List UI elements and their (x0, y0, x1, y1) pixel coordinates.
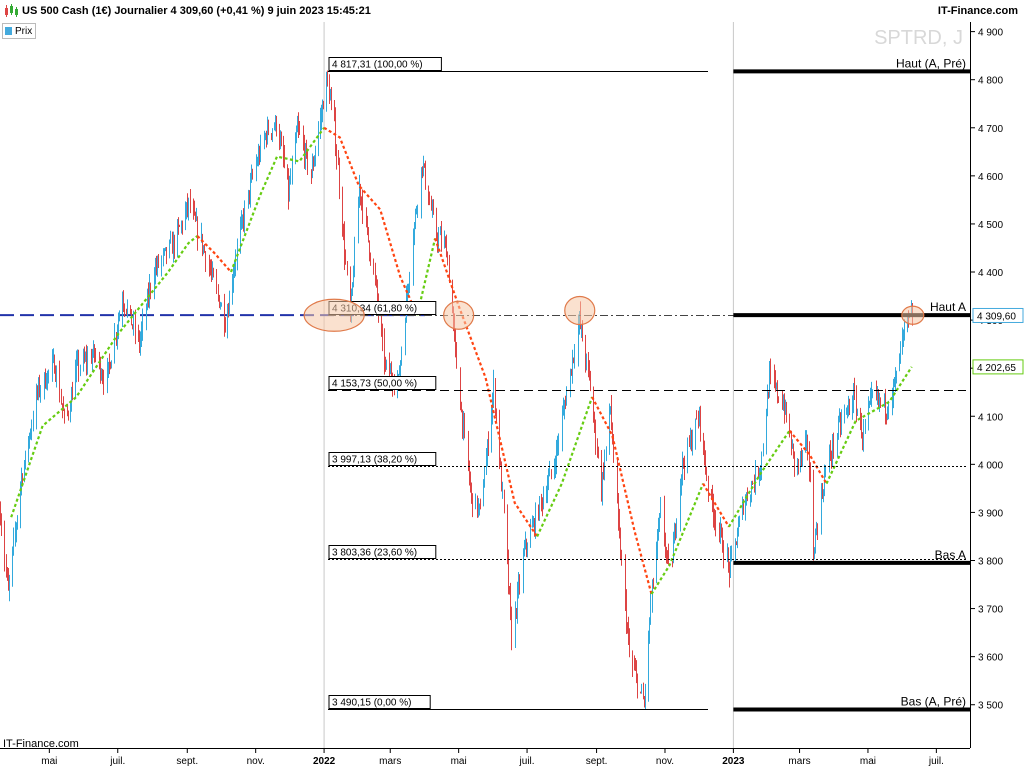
highlight-marker (303, 298, 365, 332)
x-tick-label: juil. (519, 756, 535, 767)
x-tick-label: sept. (586, 756, 608, 767)
x-tick-label: nov. (247, 756, 265, 767)
x-tick-label: 2023 (722, 756, 745, 767)
horizontal-level-label: Bas A (935, 548, 966, 562)
fib-level-label: 4 817,31 (100,00 %) (332, 60, 423, 71)
fib-level-label: 4 310,34 (61,80 %) (332, 304, 417, 315)
fib-level-box (328, 57, 442, 71)
fib-level-label: 3 803,36 (23,60 %) (332, 548, 417, 559)
y-tick-label: 4 500 (978, 220, 1003, 231)
trend-segment (10, 235, 199, 518)
price-legend[interactable]: Prix (2, 23, 37, 39)
horizontal-level-label: Haut A (930, 300, 966, 314)
brand-name[interactable]: IT-Finance.com (937, 5, 1018, 17)
trend-segment (825, 366, 913, 485)
y-tick-label: 4 700 (978, 124, 1003, 135)
x-tick-label: nov. (656, 756, 674, 767)
horizontal-level-label: Haut (A, Pré) (896, 56, 966, 70)
highlights-layer (303, 295, 925, 332)
trend-segment (196, 235, 232, 273)
y-tick-label: 3 900 (978, 508, 1003, 519)
chart-header: US 500 Cash (1€) Journalier 4 309,60 (+0… (0, 0, 1024, 22)
y-tick-label: 4 800 (978, 76, 1003, 87)
trend-segment (650, 483, 705, 595)
y-tick-label: 4 400 (978, 268, 1003, 279)
x-tick-label: juil. (928, 756, 944, 767)
x-tick-label: mars (788, 756, 810, 767)
y-tick-label: 3 800 (978, 556, 1003, 567)
x-tick-label: 2022 (313, 756, 336, 767)
fib-level-label: 3 997,13 (38,20 %) (332, 455, 417, 466)
horizontal-level-label: Bas (A, Pré) (901, 694, 966, 708)
x-tick-label: mars (379, 756, 401, 767)
credit: IT-Finance.com (3, 738, 79, 750)
y-tick-label: 4 100 (978, 412, 1003, 423)
highlight-marker (564, 295, 596, 326)
trend-segment (727, 430, 791, 528)
chart-title: US 500 Cash (1€) Journalier 4 309,60 (+0… (22, 5, 371, 17)
highlight-marker (901, 305, 925, 325)
trend-segment (702, 483, 730, 528)
y-tick-label: 3 500 (978, 701, 1003, 712)
x-tick-label: mai (41, 756, 57, 767)
y-tick-label: 3 600 (978, 653, 1003, 664)
highlight-marker (443, 300, 475, 330)
y-tick-label: 3 700 (978, 605, 1003, 616)
y-tick-label: 4 900 (978, 28, 1003, 39)
watermark: SPTRD, J (874, 27, 963, 49)
x-tick-label: mai (451, 756, 467, 767)
fib-level-label: 3 490,15 (0,00 %) (332, 698, 412, 709)
fibonacci-levels-layer: 4 817,31 (100,00 %) 4 310,34 (61,80 %) 4 1… (328, 57, 966, 710)
trend-segment (536, 396, 594, 537)
price-tag-label: 4 309,60 (977, 311, 1016, 322)
fib-level-label: 4 153,73 (50,00 %) (332, 379, 417, 390)
x-tick-label: mai (860, 756, 876, 767)
legend-label: Prix (15, 25, 33, 37)
x-tick-label: juil. (109, 756, 125, 767)
y-tick-label: 4 600 (978, 172, 1003, 183)
price-tag-box (972, 359, 1024, 375)
candles-layer (0, 70, 913, 710)
candlestick-icon (5, 4, 18, 17)
fib-level-box (328, 376, 437, 390)
price-tag-box (972, 307, 1024, 323)
y-tick-label: 4 000 (978, 460, 1003, 471)
trend-segment (229, 127, 325, 273)
x-tick-label: sept. (176, 756, 198, 767)
legend-swatch (5, 27, 12, 35)
fib-level-box (328, 695, 431, 709)
fib-level-box (328, 545, 437, 559)
trend-segment (434, 238, 539, 538)
price-tag-label: 4 202,65 (977, 363, 1016, 374)
trend-layer (10, 126, 913, 595)
fib-level-box (328, 452, 437, 466)
horizontal-lines-layer: Haut (A, Pré) Haut A Bas A Bas (A, Pré) (733, 56, 970, 712)
grid-layer (323, 22, 734, 748)
